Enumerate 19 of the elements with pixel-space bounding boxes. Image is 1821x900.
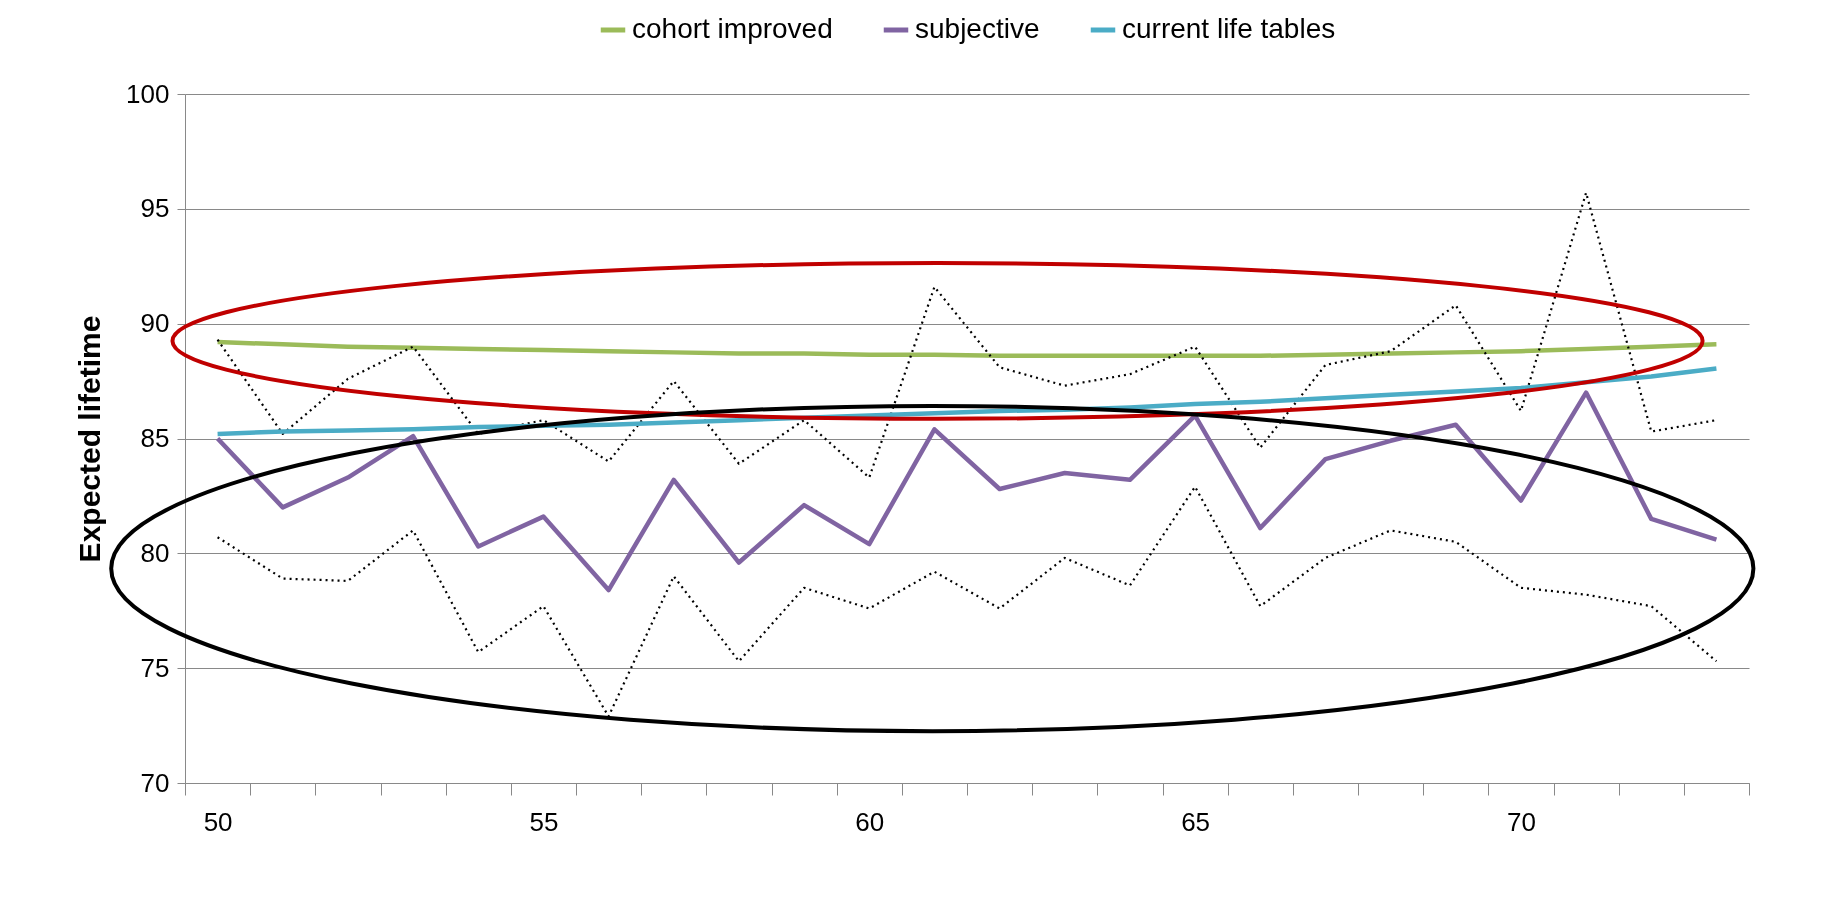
line-series [216, 485, 1718, 718]
x-tick-label: 70 [1506, 806, 1536, 837]
y-tick-label: 95 [140, 193, 170, 224]
x-tick-label: 55 [529, 806, 559, 837]
y-tick-label: 85 [140, 423, 170, 453]
y-tick-label: 100 [126, 78, 170, 109]
x-tick-label: 60 [855, 806, 885, 837]
line-series [215, 339, 1719, 359]
x-tick-label: 50 [203, 806, 233, 837]
y-tick-label: 70 [140, 767, 170, 798]
y-tick-label: 80 [140, 537, 170, 568]
y-tick-label: 75 [140, 652, 170, 683]
y-tick-label: 90 [140, 308, 170, 339]
x-tick-label: 65 [1181, 806, 1211, 837]
line-series [215, 390, 1719, 593]
legend-label: cohort improved [632, 13, 833, 44]
y-axis-title: Expected lifetime [73, 315, 107, 563]
legend-label: current life tables [1122, 13, 1336, 44]
legend-label: subjective [915, 13, 1040, 44]
